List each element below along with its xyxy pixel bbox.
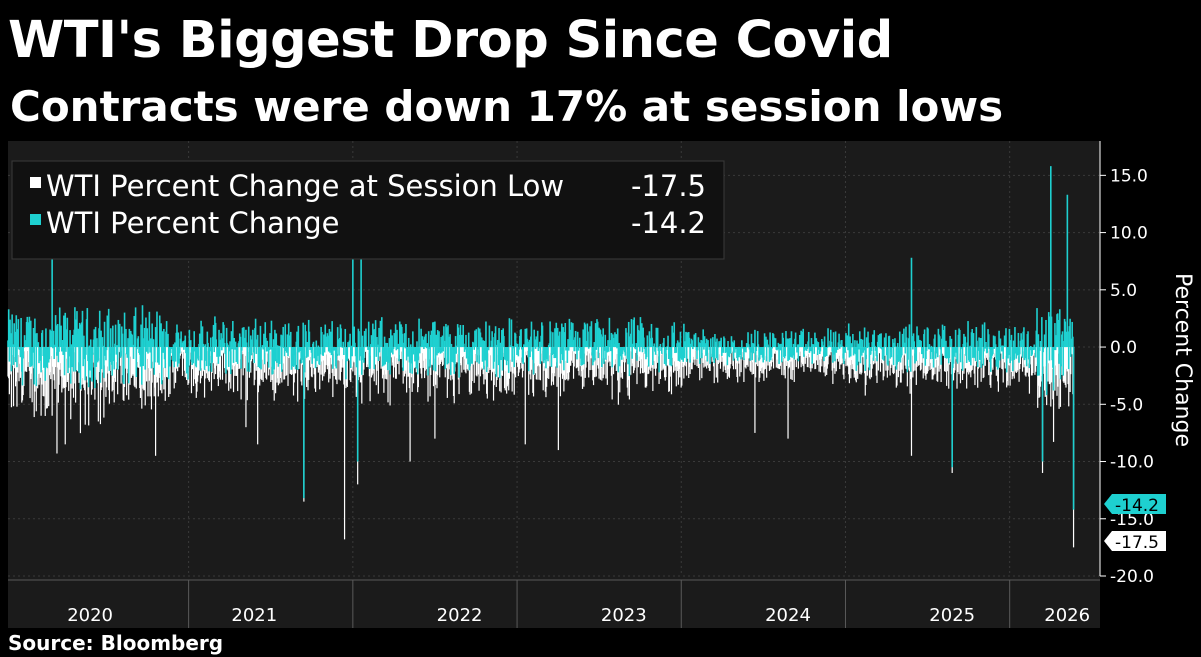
x-tick-label: 2021 xyxy=(231,605,277,626)
y-axis: 15.0 10.0 5.0 0.0 -5.0 -10.0 -15.0 -20.0 xyxy=(1099,141,1154,587)
x-tick-label: 2022 xyxy=(437,605,483,626)
y-tick-label: 10.0 xyxy=(1110,224,1148,244)
y-axis-title-group: Percent Change xyxy=(1170,273,1195,447)
legend-swatch-change xyxy=(30,214,41,225)
chart-subtitle: Contracts were down 17% at session lows xyxy=(10,82,1004,131)
y-tick-label: -10.0 xyxy=(1110,453,1154,473)
bars-layer xyxy=(7,166,1075,548)
legend: WTI Percent Change at Session Low -17.5 … xyxy=(11,160,725,260)
x-tick-label: 2023 xyxy=(601,605,647,626)
legend-label-low: WTI Percent Change at Session Low xyxy=(46,169,564,203)
x-tick-label: 2026 xyxy=(1044,605,1090,626)
y-tick-label: 0.0 xyxy=(1110,338,1137,358)
legend-label-change: WTI Percent Change xyxy=(46,206,340,240)
legend-swatch-low xyxy=(30,177,41,188)
x-axis: 2020 2021 2022 2023 2024 2025 2026 xyxy=(8,579,1100,628)
y-tick-label: 15.0 xyxy=(1110,166,1148,186)
y-tick-label: -5.0 xyxy=(1110,395,1143,415)
x-tick-label: 2020 xyxy=(67,605,113,626)
source-note: Source: Bloomberg xyxy=(8,631,224,655)
y-axis-title: Percent Change xyxy=(1170,273,1195,447)
y-tick-label: -20.0 xyxy=(1110,567,1154,587)
callout-change-bg xyxy=(1104,494,1166,514)
legend-value-low: -17.5 xyxy=(631,169,706,203)
callout-change-value: -14.2 xyxy=(1115,496,1159,516)
callout-low-value: -17.5 xyxy=(1115,533,1159,553)
callout-low-bg xyxy=(1104,531,1166,551)
y-tick-label: 5.0 xyxy=(1110,281,1137,301)
legend-box xyxy=(11,160,725,260)
y-tick-label: -15.0 xyxy=(1110,510,1154,530)
last-value-callouts: -14.2 -17.5 xyxy=(1104,494,1166,553)
chart-title: WTI's Biggest Drop Since Covid xyxy=(8,11,893,70)
x-tick-label: 2025 xyxy=(929,605,975,626)
x-tick-label: 2024 xyxy=(765,605,811,626)
legend-value-change: -14.2 xyxy=(631,206,706,240)
